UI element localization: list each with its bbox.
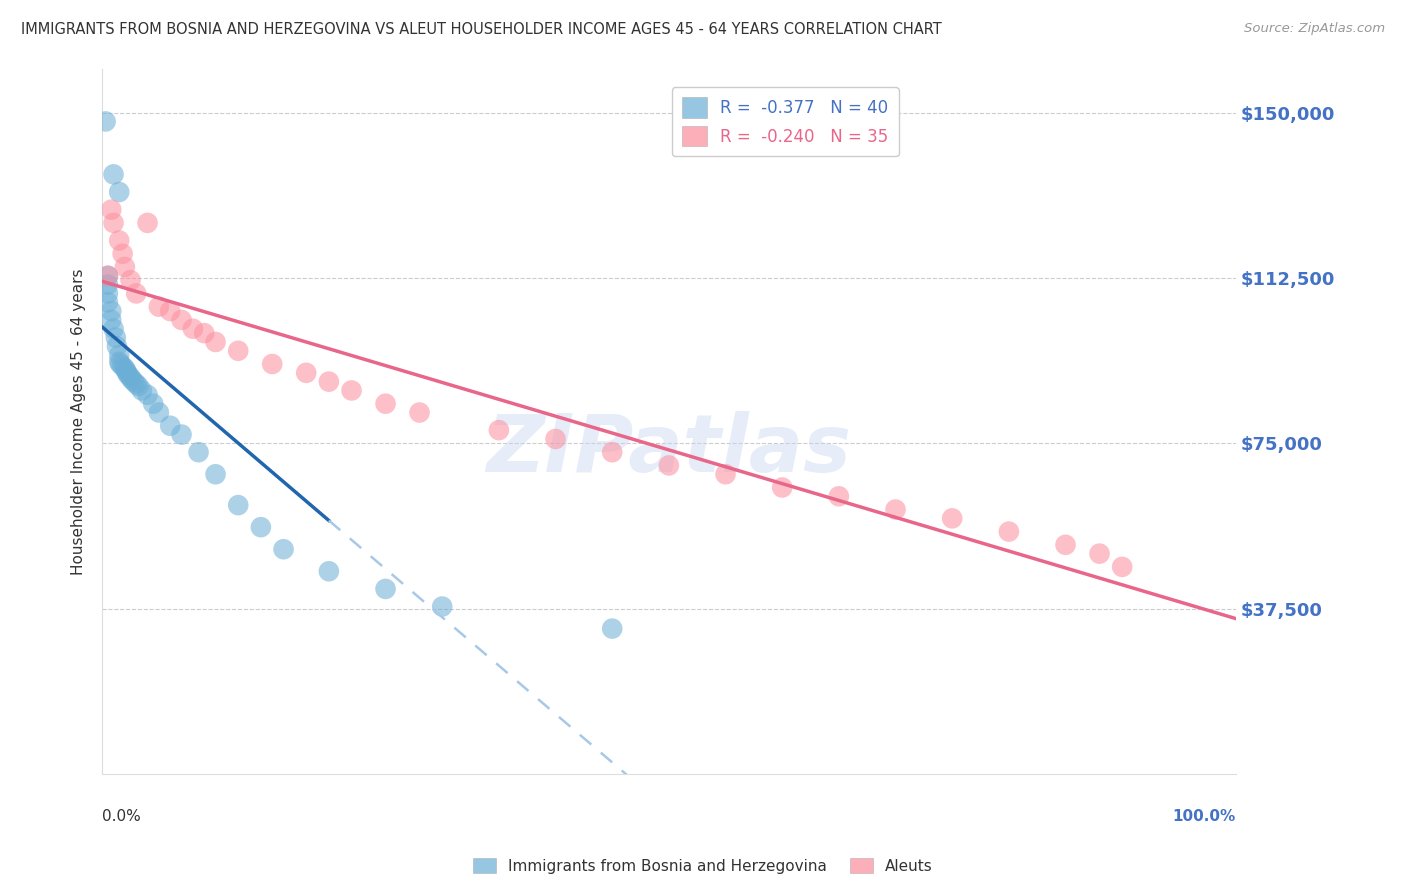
- Point: [111, 359, 134, 374]
- Point: [136, 216, 159, 230]
- Point: [97, 295, 120, 310]
- Point: [97, 268, 120, 283]
- Point: [1088, 547, 1111, 561]
- Point: [828, 489, 851, 503]
- Point: [117, 368, 139, 382]
- Point: [111, 246, 134, 260]
- Point: [884, 502, 907, 516]
- Point: [159, 418, 181, 433]
- Text: ZIPatlas: ZIPatlas: [486, 410, 852, 489]
- Point: [94, 114, 117, 128]
- Point: [262, 357, 284, 371]
- Point: [125, 286, 148, 301]
- Text: 0.0%: 0.0%: [103, 809, 141, 824]
- Point: [159, 304, 181, 318]
- Point: [226, 498, 249, 512]
- Point: [108, 348, 131, 362]
- Y-axis label: Householder Income Ages 45 - 64 years: Householder Income Ages 45 - 64 years: [72, 268, 86, 574]
- Point: [131, 384, 153, 398]
- Point: [121, 372, 143, 386]
- Point: [104, 330, 127, 344]
- Legend: R =  -0.377   N = 40, R =  -0.240   N = 35: R = -0.377 N = 40, R = -0.240 N = 35: [672, 87, 898, 156]
- Point: [600, 445, 623, 459]
- Point: [127, 379, 149, 393]
- Point: [658, 458, 681, 473]
- Text: IMMIGRANTS FROM BOSNIA AND HERZEGOVINA VS ALEUT HOUSEHOLDER INCOME AGES 45 - 64 : IMMIGRANTS FROM BOSNIA AND HERZEGOVINA V…: [21, 22, 942, 37]
- Point: [148, 405, 170, 419]
- Point: [125, 376, 148, 391]
- Point: [122, 375, 145, 389]
- Point: [187, 445, 209, 459]
- Point: [114, 260, 136, 274]
- Point: [941, 511, 963, 525]
- Point: [295, 366, 318, 380]
- Point: [250, 520, 273, 534]
- Point: [97, 268, 120, 283]
- Point: [148, 300, 170, 314]
- Point: [193, 326, 215, 340]
- Text: Source: ZipAtlas.com: Source: ZipAtlas.com: [1244, 22, 1385, 36]
- Point: [714, 467, 737, 482]
- Point: [105, 339, 128, 353]
- Point: [544, 432, 567, 446]
- Point: [340, 384, 363, 398]
- Point: [1111, 559, 1133, 574]
- Point: [226, 343, 249, 358]
- Point: [374, 397, 396, 411]
- Point: [181, 322, 204, 336]
- Point: [103, 322, 125, 336]
- Point: [114, 361, 136, 376]
- Point: [170, 427, 193, 442]
- Point: [408, 405, 430, 419]
- Point: [273, 542, 295, 557]
- Point: [108, 355, 131, 369]
- Point: [103, 216, 125, 230]
- Point: [97, 286, 120, 301]
- Point: [97, 277, 120, 292]
- Point: [110, 357, 132, 371]
- Point: [120, 370, 142, 384]
- Point: [103, 167, 125, 181]
- Point: [136, 388, 159, 402]
- Point: [100, 304, 122, 318]
- Point: [432, 599, 454, 614]
- Point: [318, 564, 340, 578]
- Point: [170, 313, 193, 327]
- Point: [120, 273, 142, 287]
- Point: [100, 313, 122, 327]
- Point: [600, 622, 623, 636]
- Point: [142, 397, 165, 411]
- Point: [770, 481, 793, 495]
- Point: [374, 582, 396, 596]
- Point: [204, 467, 226, 482]
- Point: [115, 363, 138, 377]
- Point: [204, 334, 226, 349]
- Point: [998, 524, 1021, 539]
- Point: [108, 185, 131, 199]
- Point: [488, 423, 510, 437]
- Point: [318, 375, 340, 389]
- Legend: Immigrants from Bosnia and Herzegovina, Aleuts: Immigrants from Bosnia and Herzegovina, …: [467, 852, 939, 880]
- Text: 100.0%: 100.0%: [1173, 809, 1236, 824]
- Point: [115, 366, 138, 380]
- Point: [1054, 538, 1077, 552]
- Point: [100, 202, 122, 217]
- Point: [108, 234, 131, 248]
